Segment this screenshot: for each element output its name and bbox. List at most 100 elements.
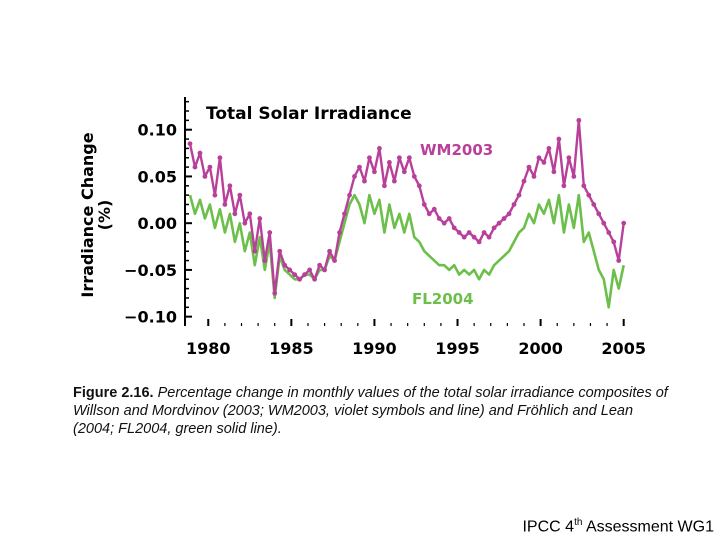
- point-wm2003: [416, 183, 422, 189]
- point-wm2003: [611, 239, 617, 245]
- footer-credit: IPCC 4th Assessment WG1: [522, 517, 714, 536]
- point-wm2003: [491, 225, 497, 231]
- point-wm2003: [237, 192, 243, 198]
- x-axis: 1980 1985 1990 1995 2000 2005: [186, 319, 646, 358]
- point-wm2003: [202, 174, 208, 179]
- point-wm2003: [187, 141, 193, 147]
- point-wm2003: [556, 136, 562, 142]
- point-wm2003: [411, 174, 417, 179]
- y-axis-label: Irradiance Change: [78, 132, 97, 297]
- point-wm2003: [426, 211, 432, 217]
- point-wm2003: [257, 216, 263, 221]
- point-wm2003: [242, 220, 248, 226]
- point-wm2003: [401, 169, 407, 175]
- point-wm2003: [451, 225, 457, 231]
- point-wm2003: [262, 258, 268, 263]
- point-wm2003: [292, 272, 298, 277]
- point-wm2003: [616, 258, 622, 263]
- series-line-fl2004: [188, 193, 625, 309]
- point-wm2003: [347, 192, 352, 198]
- x-tick-label: 1990: [352, 339, 397, 358]
- point-wm2003: [496, 220, 502, 226]
- point-wm2003: [272, 290, 278, 296]
- y-tick-label: −0.10: [124, 308, 177, 327]
- point-wm2003: [536, 155, 542, 161]
- point-wm2003: [446, 216, 452, 221]
- point-wm2003: [197, 150, 203, 156]
- y-axis-label-unit: (%): [95, 200, 114, 231]
- y-tick-label: 0.05: [138, 167, 177, 186]
- point-wm2003: [471, 234, 477, 240]
- point-wm2003: [192, 164, 198, 170]
- point-wm2003: [372, 169, 377, 175]
- point-wm2003: [332, 258, 337, 263]
- x-tick-label: 1995: [435, 339, 480, 358]
- point-wm2003: [357, 164, 362, 170]
- point-wm2003: [282, 262, 288, 268]
- point-wm2003: [212, 192, 218, 198]
- point-wm2003: [322, 267, 327, 273]
- footer-prefix: IPCC 4: [522, 518, 575, 535]
- point-wm2003: [222, 202, 228, 207]
- point-wm2003: [541, 160, 547, 165]
- point-wm2003: [252, 248, 258, 254]
- point-wm2003: [307, 267, 313, 273]
- point-wm2003: [516, 192, 522, 198]
- point-wm2003: [481, 230, 487, 235]
- point-wm2003: [277, 248, 283, 254]
- point-wm2003: [227, 183, 233, 189]
- point-wm2003: [232, 211, 238, 217]
- y-tick-label: −0.05: [124, 261, 177, 280]
- point-wm2003: [486, 234, 492, 240]
- point-wm2003: [606, 230, 612, 235]
- point-wm2003: [382, 183, 387, 189]
- point-wm2003: [576, 117, 582, 123]
- point-wm2003: [367, 155, 372, 161]
- point-wm2003: [207, 164, 213, 170]
- point-wm2003: [506, 211, 512, 217]
- point-wm2003: [466, 230, 472, 235]
- point-wm2003: [302, 272, 308, 277]
- point-wm2003: [267, 230, 273, 235]
- point-wm2003: [377, 146, 382, 151]
- point-wm2003: [352, 174, 357, 179]
- point-wm2003: [297, 276, 303, 282]
- point-wm2003: [386, 160, 392, 165]
- y-tick-label: 0.10: [138, 121, 177, 140]
- point-wm2003: [581, 183, 587, 189]
- chart-series: [187, 117, 627, 309]
- x-tick-label: 2005: [601, 339, 646, 358]
- point-wm2003: [317, 262, 322, 268]
- point-wm2003: [546, 146, 552, 151]
- point-wm2003: [601, 220, 607, 226]
- point-wm2003: [586, 192, 592, 198]
- point-wm2003: [501, 216, 507, 221]
- figure-label: Figure 2.16.: [73, 385, 154, 401]
- point-wm2003: [342, 211, 347, 217]
- footer-suffix: Assessment WG1: [582, 518, 714, 535]
- point-wm2003: [421, 202, 427, 207]
- point-wm2003: [566, 155, 572, 161]
- point-wm2003: [476, 239, 482, 245]
- point-wm2003: [571, 174, 577, 179]
- y-tick-label: 0.00: [138, 214, 177, 233]
- legend-fl2004: FL2004: [412, 290, 474, 308]
- point-wm2003: [561, 183, 567, 189]
- point-wm2003: [551, 169, 557, 175]
- point-wm2003: [406, 155, 412, 161]
- point-wm2003: [217, 155, 223, 161]
- point-wm2003: [511, 202, 517, 207]
- chart-title: Total Solar Irradiance: [206, 104, 412, 124]
- point-wm2003: [327, 248, 332, 254]
- point-wm2003: [441, 220, 447, 226]
- point-wm2003: [461, 234, 467, 240]
- x-tick-label: 2000: [518, 339, 563, 358]
- point-wm2003: [391, 178, 397, 184]
- point-wm2003: [287, 267, 293, 273]
- y-axis: 0.10 0.05 0.00 −0.05 −0.10: [124, 97, 192, 327]
- series-line-wm2003: [188, 119, 625, 295]
- point-wm2003: [247, 211, 253, 217]
- point-wm2003: [531, 174, 537, 179]
- point-wm2003: [396, 155, 402, 161]
- x-tick-label: 1980: [186, 339, 231, 358]
